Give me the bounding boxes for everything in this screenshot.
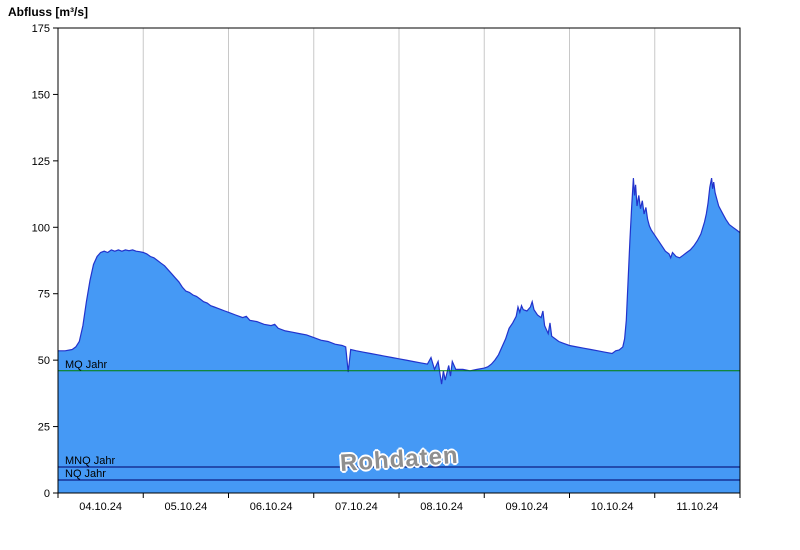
y-axis-tick-label: 25 (38, 422, 50, 434)
x-axis-date-label: 04.10.24 (79, 501, 122, 513)
y-axis-tick-label: 0 (44, 488, 50, 500)
x-axis-date-label: 08.10.24 (420, 501, 463, 513)
y-axis-tick-label: 175 (32, 23, 50, 35)
reference-line-label-nq: NQ Jahr (65, 468, 106, 480)
y-axis-tick-label: 125 (32, 156, 50, 168)
x-axis-date-label: 05.10.24 (164, 501, 207, 513)
reference-line-label-mnq: MNQ Jahr (65, 455, 115, 467)
y-axis-tick-label: 100 (32, 222, 50, 234)
x-axis-date-label: 09.10.24 (505, 501, 548, 513)
x-axis-date-label: 11.10.24 (676, 501, 718, 513)
reference-line-label-mq: MQ Jahr (65, 359, 108, 371)
x-axis-date-label: 06.10.24 (250, 501, 293, 513)
discharge-line (58, 177, 741, 385)
discharge-area (58, 178, 740, 493)
x-axis-date-label: 07.10.24 (335, 501, 378, 513)
y-axis-title: Abfluss [m³/s] (8, 5, 89, 19)
x-axis-date-label: 10.10.24 (591, 501, 634, 513)
y-axis-tick-label: 150 (32, 89, 50, 101)
y-axis-tick-label: 75 (38, 289, 50, 301)
y-axis-tick-label: 50 (38, 355, 50, 367)
